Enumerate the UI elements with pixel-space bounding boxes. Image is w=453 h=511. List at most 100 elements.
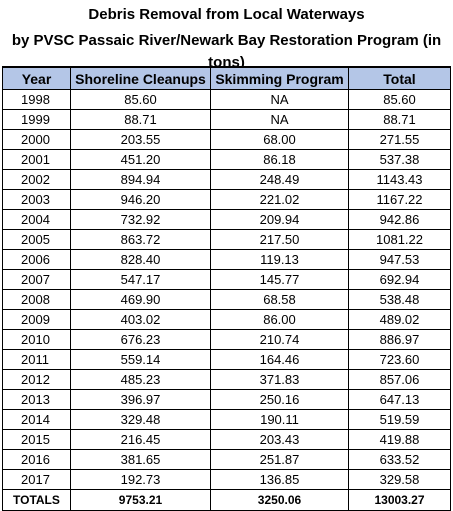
cell-year[interactable]: 2012 xyxy=(2,369,71,390)
cell-shoreline[interactable]: 329.48 xyxy=(70,409,211,430)
cell-year[interactable]: 1999 xyxy=(2,109,71,130)
cell-skimming[interactable]: 68.00 xyxy=(210,129,349,150)
cell-skimming[interactable]: 164.46 xyxy=(210,349,349,370)
cell-skimming[interactable]: 119.13 xyxy=(210,249,349,270)
totals-label[interactable]: TOTALS xyxy=(2,489,71,511)
cell-skimming[interactable]: 371.83 xyxy=(210,369,349,390)
cell-skimming[interactable]: 68.58 xyxy=(210,289,349,310)
cell-year[interactable]: 2003 xyxy=(2,189,71,210)
cell-year[interactable]: 2017 xyxy=(2,469,71,490)
table-title: Debris Removal from Local Waterways by P… xyxy=(2,2,451,71)
cell-total[interactable]: 886.97 xyxy=(348,329,451,350)
cell-shoreline[interactable]: 946.20 xyxy=(70,189,211,210)
cell-year[interactable]: 2000 xyxy=(2,129,71,150)
cell-total[interactable]: 88.71 xyxy=(348,109,451,130)
cell-year[interactable]: 2008 xyxy=(2,289,71,310)
cell-skimming[interactable]: 203.43 xyxy=(210,429,349,450)
cell-total[interactable]: 85.60 xyxy=(348,89,451,110)
cell-year[interactable]: 2013 xyxy=(2,389,71,410)
cell-total[interactable]: 1081.22 xyxy=(348,229,451,250)
cell-shoreline[interactable]: 451.20 xyxy=(70,149,211,170)
cell-year[interactable]: 1998 xyxy=(2,89,71,110)
cell-year[interactable]: 2010 xyxy=(2,329,71,350)
table-row: 2010 676.23 210.74 886.97 xyxy=(2,329,451,350)
cell-total[interactable]: 692.94 xyxy=(348,269,451,290)
header-skimming-program[interactable]: Skimming Program xyxy=(210,66,349,90)
totals-cell-shoreline[interactable]: 9753.21 xyxy=(70,489,211,511)
cell-total[interactable]: 942.86 xyxy=(348,209,451,230)
cell-total[interactable]: 633.52 xyxy=(348,449,451,470)
cell-shoreline[interactable]: 216.45 xyxy=(70,429,211,450)
totals-cell-skimming[interactable]: 3250.06 xyxy=(210,489,349,511)
cell-skimming[interactable]: 248.49 xyxy=(210,169,349,190)
table-row: 2011 559.14 164.46 723.60 xyxy=(2,349,451,370)
cell-shoreline[interactable]: 732.92 xyxy=(70,209,211,230)
cell-total[interactable]: 489.02 xyxy=(348,309,451,330)
cell-skimming[interactable]: 251.87 xyxy=(210,449,349,470)
cell-year[interactable]: 2011 xyxy=(2,349,71,370)
cell-total[interactable]: 1143.43 xyxy=(348,169,451,190)
table-row: 1999 88.71 NA 88.71 xyxy=(2,109,451,130)
header-shoreline-cleanups[interactable]: Shoreline Cleanups xyxy=(70,66,211,90)
totals-cell-total[interactable]: 13003.27 xyxy=(348,489,451,511)
cell-skimming[interactable]: 210.74 xyxy=(210,329,349,350)
cell-shoreline[interactable]: 203.55 xyxy=(70,129,211,150)
cell-total[interactable]: 271.55 xyxy=(348,129,451,150)
cell-year[interactable]: 2015 xyxy=(2,429,71,450)
table-row: 2016 381.65 251.87 633.52 xyxy=(2,449,451,470)
cell-total[interactable]: 1167.22 xyxy=(348,189,451,210)
cell-shoreline[interactable]: 469.90 xyxy=(70,289,211,310)
table-row: 2007 547.17 145.77 692.94 xyxy=(2,269,451,290)
cell-shoreline[interactable]: 547.17 xyxy=(70,269,211,290)
cell-shoreline[interactable]: 192.73 xyxy=(70,469,211,490)
cell-total[interactable]: 647.13 xyxy=(348,389,451,410)
cell-shoreline[interactable]: 894.94 xyxy=(70,169,211,190)
cell-skimming[interactable]: 145.77 xyxy=(210,269,349,290)
cell-skimming[interactable]: 86.18 xyxy=(210,149,349,170)
cell-total[interactable]: 419.88 xyxy=(348,429,451,450)
cell-shoreline[interactable]: 676.23 xyxy=(70,329,211,350)
cell-total[interactable]: 329.58 xyxy=(348,469,451,490)
cell-skimming[interactable]: 221.02 xyxy=(210,189,349,210)
cell-year[interactable]: 2002 xyxy=(2,169,71,190)
cell-year[interactable]: 2007 xyxy=(2,269,71,290)
cell-skimming[interactable]: 217.50 xyxy=(210,229,349,250)
header-total[interactable]: Total xyxy=(348,66,451,90)
header-row: Year Shoreline Cleanups Skimming Program… xyxy=(2,66,451,90)
cell-skimming[interactable]: 86.00 xyxy=(210,309,349,330)
cell-shoreline[interactable]: 559.14 xyxy=(70,349,211,370)
cell-skimming[interactable]: NA xyxy=(210,109,349,130)
cell-total[interactable]: 537.38 xyxy=(348,149,451,170)
cell-shoreline[interactable]: 396.97 xyxy=(70,389,211,410)
cell-year[interactable]: 2001 xyxy=(2,149,71,170)
cell-year[interactable]: 2004 xyxy=(2,209,71,230)
cell-total[interactable]: 857.06 xyxy=(348,369,451,390)
cell-shoreline[interactable]: 403.02 xyxy=(70,309,211,330)
cell-skimming[interactable]: 209.94 xyxy=(210,209,349,230)
cell-total[interactable]: 538.48 xyxy=(348,289,451,310)
cell-shoreline[interactable]: 828.40 xyxy=(70,249,211,270)
cell-shoreline[interactable]: 485.23 xyxy=(70,369,211,390)
cell-total[interactable]: 723.60 xyxy=(348,349,451,370)
cell-shoreline[interactable]: 381.65 xyxy=(70,449,211,470)
table-row: 2000 203.55 68.00 271.55 xyxy=(2,129,451,150)
cell-skimming[interactable]: 136.85 xyxy=(210,469,349,490)
cell-total[interactable]: 947.53 xyxy=(348,249,451,270)
table-row: 2004 732.92 209.94 942.86 xyxy=(2,209,451,230)
header-year[interactable]: Year xyxy=(2,66,71,90)
cell-total[interactable]: 519.59 xyxy=(348,409,451,430)
cell-shoreline[interactable]: 88.71 xyxy=(70,109,211,130)
cell-skimming[interactable]: NA xyxy=(210,89,349,110)
cell-year[interactable]: 2009 xyxy=(2,309,71,330)
cell-skimming[interactable]: 250.16 xyxy=(210,389,349,410)
table-body: 1998 85.60 NA 85.60 1999 88.71 NA 88.71 2000 203.… xyxy=(2,89,451,511)
cell-year[interactable]: 2016 xyxy=(2,449,71,470)
cell-year[interactable]: 2005 xyxy=(2,229,71,250)
cell-shoreline[interactable]: 863.72 xyxy=(70,229,211,250)
cell-year[interactable]: 2006 xyxy=(2,249,71,270)
cell-year[interactable]: 2014 xyxy=(2,409,71,430)
cell-shoreline[interactable]: 85.60 xyxy=(70,89,211,110)
table-row: 2001 451.20 86.18 537.38 xyxy=(2,149,451,170)
cell-skimming[interactable]: 190.11 xyxy=(210,409,349,430)
